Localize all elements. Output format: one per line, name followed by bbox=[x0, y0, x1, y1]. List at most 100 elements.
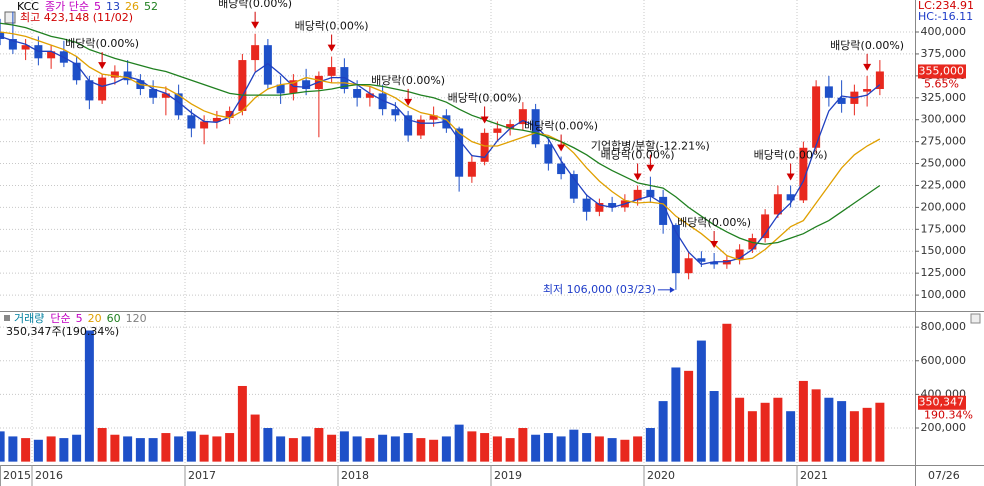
candle-body bbox=[863, 89, 872, 92]
volume-bar bbox=[212, 436, 222, 462]
volume-bar bbox=[747, 411, 757, 462]
volume-bar bbox=[46, 436, 56, 462]
volume-bar bbox=[186, 431, 196, 462]
volume-bar bbox=[492, 436, 502, 462]
volume-bar bbox=[0, 431, 5, 462]
y-tick-label: 175,000 bbox=[921, 222, 967, 235]
candle-body bbox=[595, 203, 604, 212]
legend-item: KCC bbox=[17, 0, 39, 13]
ratio-label: 190.34% bbox=[924, 409, 973, 422]
candle-body bbox=[123, 71, 132, 81]
candle-body bbox=[161, 93, 170, 98]
candle-body bbox=[416, 119, 425, 136]
annotation-arrowhead bbox=[480, 116, 489, 124]
candle-body bbox=[85, 80, 94, 101]
volume-bar bbox=[33, 439, 43, 462]
legend-icon bbox=[4, 315, 10, 321]
candle-body bbox=[710, 261, 719, 265]
annotation-label: 배당락(0.00%) bbox=[830, 39, 904, 52]
volume-bar bbox=[174, 436, 184, 462]
candle-body bbox=[518, 109, 527, 125]
volume-bar bbox=[786, 411, 796, 462]
volume-bar bbox=[556, 436, 566, 462]
panel-button[interactable] bbox=[970, 313, 981, 324]
icon[interactable] bbox=[4, 11, 16, 24]
annotation-label: 배당락(0.00%) bbox=[448, 91, 522, 104]
candle-body bbox=[302, 80, 311, 90]
candle-body bbox=[633, 189, 642, 201]
volume-bar bbox=[429, 439, 439, 462]
candle-body bbox=[773, 194, 782, 215]
candle-body bbox=[276, 84, 285, 94]
volume-bar bbox=[276, 436, 286, 462]
volume-bar bbox=[314, 428, 324, 462]
annotation-arrowhead bbox=[710, 240, 719, 248]
y-tick-label: 600,000 bbox=[921, 354, 967, 367]
candle-body bbox=[799, 147, 808, 201]
volume-bar bbox=[135, 438, 145, 462]
volume-bar bbox=[480, 433, 490, 462]
candle-body bbox=[391, 109, 400, 116]
change-label: 5.65% bbox=[924, 77, 959, 90]
volume-panel bbox=[0, 312, 915, 465]
candle-body bbox=[353, 89, 362, 98]
candle-body bbox=[455, 128, 464, 177]
candle-body bbox=[251, 45, 260, 61]
candle-body bbox=[98, 77, 107, 101]
candle-body bbox=[200, 121, 209, 129]
legend-item: 13 bbox=[106, 0, 120, 13]
candle-body bbox=[0, 32, 5, 40]
moving-average-line bbox=[0, 31, 881, 261]
volume-bar bbox=[97, 428, 107, 462]
candle-body bbox=[569, 174, 578, 199]
volume-bar bbox=[633, 436, 643, 462]
annotation-arrowhead bbox=[786, 173, 795, 181]
legend-item: 거래량 bbox=[14, 312, 44, 325]
volume-bar bbox=[696, 340, 706, 462]
volume-bar bbox=[288, 438, 298, 462]
candle-body bbox=[327, 67, 336, 76]
x-tick-label: 2018 bbox=[341, 469, 369, 482]
volume-bar bbox=[327, 434, 337, 462]
annotation-label: 배당락(0.00%) bbox=[524, 120, 598, 133]
candle-body bbox=[174, 93, 183, 116]
volume-bar bbox=[339, 431, 349, 462]
volume-bar bbox=[798, 380, 808, 462]
candle-body bbox=[404, 115, 413, 136]
y-tick-label: 400,000 bbox=[921, 25, 967, 38]
y-tick-label: 250,000 bbox=[921, 157, 967, 170]
candle-body bbox=[761, 214, 770, 239]
volume-bar bbox=[161, 433, 171, 462]
annotation-label: 배당락(0.00%) bbox=[218, 0, 292, 10]
volume-bar bbox=[352, 436, 362, 462]
last-volume-label: 350,347 bbox=[919, 396, 965, 409]
candle-body bbox=[812, 86, 821, 148]
volume-bar bbox=[59, 438, 69, 462]
candle-body bbox=[697, 258, 706, 262]
lc-label: LC:234.91 bbox=[918, 0, 974, 12]
annotation-arrowhead bbox=[327, 44, 336, 52]
y-tick-label: 300,000 bbox=[921, 113, 967, 126]
volume-bar bbox=[518, 428, 528, 462]
volume-bar bbox=[505, 438, 515, 462]
x-tick-label: 2016 bbox=[35, 469, 63, 482]
annotation-arrowhead bbox=[557, 144, 566, 152]
volume-bar bbox=[531, 434, 541, 462]
candle-body bbox=[786, 194, 795, 201]
candle-body bbox=[467, 161, 476, 177]
legend-item: 52 bbox=[144, 0, 158, 13]
y-tick-label: 225,000 bbox=[921, 178, 967, 191]
date-label: 07/26 bbox=[928, 469, 960, 482]
volume-bar bbox=[21, 438, 31, 462]
legend-item: 종가 단순 bbox=[45, 0, 89, 13]
volume-bar bbox=[671, 367, 681, 462]
volume-bar bbox=[441, 436, 451, 462]
annotation-label: 배당락(0.00%) bbox=[65, 37, 139, 50]
candle-body bbox=[187, 115, 196, 129]
volume-bar bbox=[569, 429, 579, 462]
volume-bar bbox=[875, 402, 885, 462]
candle-body bbox=[212, 117, 221, 122]
hc-label: HC:-16.11 bbox=[918, 10, 973, 23]
volume-bar bbox=[824, 397, 834, 462]
